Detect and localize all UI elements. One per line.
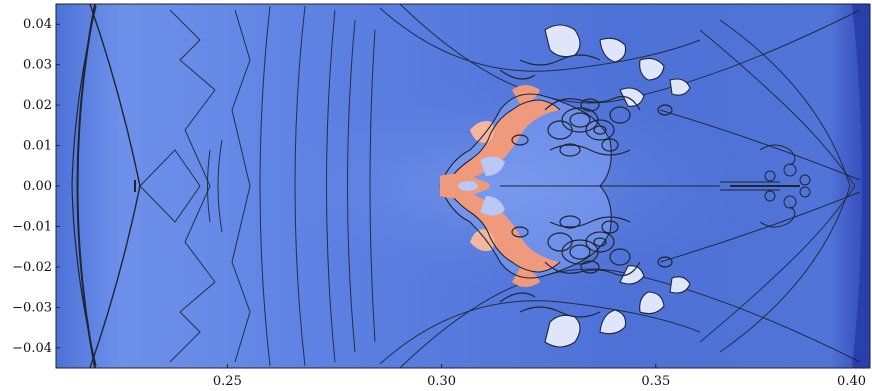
y-tick-label: −0.04 [12, 341, 52, 356]
turbulent-region-lower [439, 185, 691, 348]
y-axis: 0.04 0.03 0.02 0.01 0.00 −0.01 −0.02 −0.03 −0.04 [12, 17, 60, 356]
x-axis: 0.25 0.30 0.35 0.40 [213, 364, 871, 389]
x-tick-label: 0.35 [641, 374, 670, 389]
x-tick-label: 0.30 [427, 374, 456, 389]
right-shock-region [852, 4, 870, 368]
y-tick-label: 0.00 [23, 179, 52, 194]
turbulent-region-upper [439, 24, 691, 187]
x-tick-label: 0.25 [213, 374, 242, 389]
y-tick-label: 0.04 [23, 17, 52, 32]
plot-content [56, 4, 870, 368]
y-tick-label: 0.01 [23, 139, 52, 154]
centerline-structures [134, 144, 811, 228]
x-tick-label: 0.40 [837, 374, 866, 389]
arc-contours [139, 4, 861, 368]
y-tick-label: 0.02 [23, 98, 52, 113]
y-tick-label: −0.01 [12, 219, 52, 234]
y-tick-label: −0.03 [12, 300, 52, 315]
y-tick-label: 0.03 [23, 58, 52, 73]
y-tick-label: −0.02 [12, 260, 52, 275]
